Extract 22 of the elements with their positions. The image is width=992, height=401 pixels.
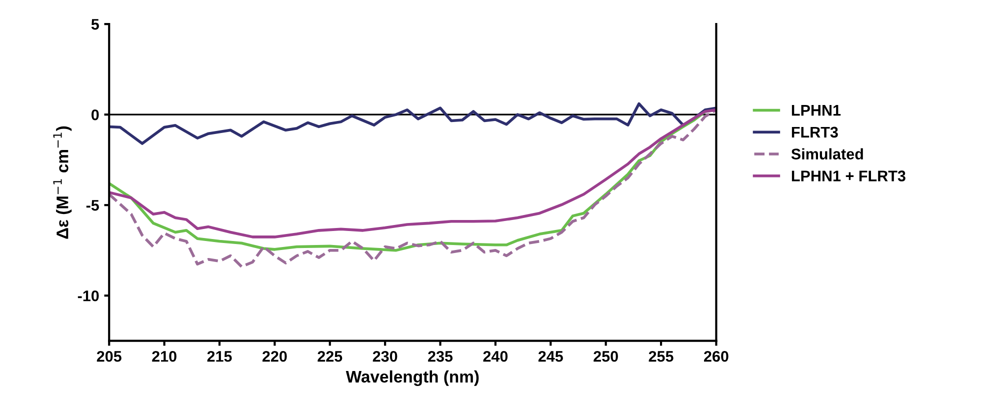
x-tick-label: 260 <box>704 350 728 362</box>
x-tick-label: 220 <box>262 350 287 362</box>
x-tick-label: 230 <box>372 350 398 362</box>
x-tick-label: 255 <box>648 350 674 362</box>
x-tick-label: 240 <box>483 350 508 362</box>
x-tick-label: 210 <box>152 350 176 362</box>
legend-label: LPHN1 + FLRT3 <box>792 170 906 182</box>
legend-label: FLRT3 <box>792 126 838 138</box>
x-tick-label: 250 <box>594 350 618 362</box>
legend-label: LPHN1 <box>792 105 841 116</box>
x-tick-label: 245 <box>538 350 563 362</box>
x-tick-label: 225 <box>318 350 342 362</box>
y-axis-title: Δε (M$^{−1}$ cm$^{−1}$) <box>53 126 72 239</box>
y-tick-label: -10 <box>78 290 99 302</box>
legend-label: Simulated <box>791 148 863 160</box>
x-tick-label: 205 <box>96 350 122 362</box>
x-axis-title: Wavelength (nm) <box>346 370 479 386</box>
y-tick-label: 5 <box>91 19 99 30</box>
y-tick-label: 0 <box>92 109 99 120</box>
y-tick-label: -5 <box>86 200 99 211</box>
x-tick-label: 215 <box>207 350 232 362</box>
x-tick-label: 235 <box>428 350 453 362</box>
